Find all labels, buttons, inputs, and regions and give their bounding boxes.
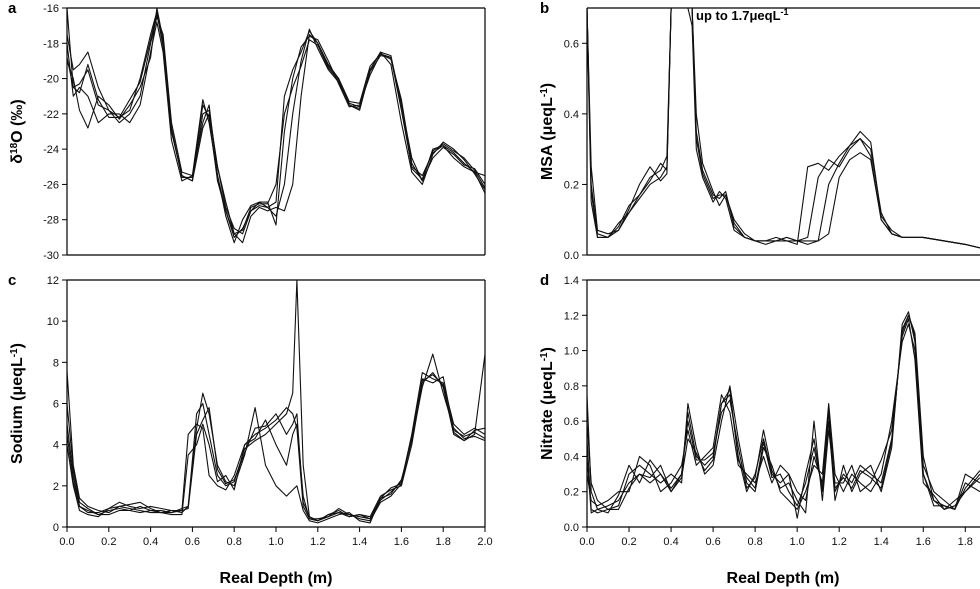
- x-tick-label: 0.4: [663, 536, 678, 548]
- x-tick-label: 1.6: [916, 536, 931, 548]
- y-tick-label: 8: [53, 357, 59, 369]
- y-tick-label: 10: [47, 316, 59, 328]
- y-axis-label: Sodium (μeqL-1): [9, 343, 27, 464]
- isotope-superscript: 18: [9, 142, 20, 154]
- y-tick-label: 0.2: [564, 487, 579, 499]
- y-tick-label: 0.4: [564, 109, 579, 121]
- panel-c: 0 2 4 6 8 10 12 0.0 0.2 0.4 0.6 0.8 1.0 1.2 1.4 1.6 1.8 2…: [8, 272, 493, 587]
- series-line-3: [67, 21, 485, 244]
- panel-d: 0.0 0.2 0.4 0.6 0.8 1.0 1.2 1.4 0.0 0.2 0.4 0.6 0.8 1…: [539, 272, 980, 587]
- series-line-4: [67, 8, 485, 244]
- x-tick-label: 0.4: [143, 536, 158, 548]
- y-tick-label: 2: [53, 481, 59, 493]
- y-tick-label: 1.4: [564, 275, 579, 287]
- series-line-1: [67, 354, 485, 522]
- x-tick-label: 0.6: [185, 536, 200, 548]
- msa-peak-annotation: up to 1.7μeqL-1: [696, 7, 789, 23]
- unit-exponent: -1: [781, 7, 789, 17]
- y-tick-label: 0.2: [564, 179, 579, 191]
- series-line-2: [587, 323, 980, 514]
- y-tick-label: 1.2: [564, 310, 579, 322]
- x-tick-label: 0.8: [747, 536, 762, 548]
- y-tick-label: -20: [43, 74, 59, 86]
- series-line-5: [67, 374, 485, 522]
- series-group: [587, 311, 980, 519]
- series-line-1: [67, 8, 485, 235]
- y-tick-label: -24: [43, 144, 59, 156]
- x-tick-label: 2.0: [477, 536, 492, 548]
- x-tick-label: 0.8: [227, 536, 242, 548]
- y-tick-label: 0: [53, 522, 59, 534]
- series-line-2: [587, 8, 980, 249]
- x-tick-label: 0.0: [579, 536, 594, 548]
- y-tick-label: 0.6: [564, 38, 579, 50]
- series-group: [67, 8, 485, 244]
- panel-letter: d: [540, 272, 549, 289]
- y-axis-label: MSA (μeqL-1): [539, 83, 557, 180]
- x-tick-label: 1.0: [790, 536, 805, 548]
- panel-letter: b: [540, 0, 549, 17]
- unit-exponent: -1: [9, 348, 20, 357]
- y-tick-label: 0.0: [564, 522, 579, 534]
- y-tick-label: -30: [43, 250, 59, 262]
- panel-letter: a: [8, 0, 17, 17]
- x-tick-label: 0.6: [705, 536, 720, 548]
- unit-exponent: -1: [539, 88, 550, 97]
- panel-a: -16 -18 -20 -22 -24 -26 -28 -30 a δ18O (‰): [8, 0, 486, 262]
- series-line-5: [67, 12, 485, 235]
- series-line-3: [587, 8, 980, 249]
- x-axis-label: Real Depth (m): [220, 570, 333, 587]
- series-line-2: [67, 16, 485, 238]
- y-tick-label: 4: [53, 440, 59, 452]
- series-line-4: [587, 318, 980, 514]
- y-tick-label: -22: [43, 109, 59, 121]
- panel-letter: c: [8, 272, 16, 289]
- series-group: [587, 8, 980, 249]
- series-group: [67, 280, 485, 524]
- y-tick-label: -18: [43, 38, 59, 50]
- y-axis-label: δ18O (‰): [9, 99, 27, 163]
- series-line-5: [587, 314, 980, 510]
- series-line-1: [587, 8, 980, 249]
- series-line-4: [67, 376, 485, 522]
- y-tick-label: 0.0: [564, 250, 579, 262]
- x-axis-label: Real Depth (m): [727, 570, 840, 587]
- x-tick-label: 1.6: [394, 536, 409, 548]
- x-tick-label: 1.4: [352, 536, 367, 548]
- x-tick-label: 0.2: [101, 536, 116, 548]
- x-tick-label: 1.8: [958, 536, 973, 548]
- unit-exponent: -1: [539, 352, 550, 361]
- y-tick-label: 1.0: [564, 346, 579, 358]
- panel-b: 0.0 0.2 0.4 0.6 b MSA (μeqL-1) up to 1.7μeqL-1: [539, 0, 980, 262]
- y-tick-label: -16: [43, 3, 59, 15]
- y-tick-label: 12: [47, 275, 59, 287]
- x-tick-label: 1.2: [832, 536, 847, 548]
- y-tick-label: 0.4: [564, 451, 579, 463]
- y-tick-label: 6: [53, 399, 59, 411]
- y-tick-label: -26: [43, 179, 59, 191]
- y-tick-label: 0.8: [564, 381, 579, 393]
- y-axis-label: Nitrate (μeqL-1): [539, 347, 557, 460]
- x-tick-label: 0.0: [59, 536, 74, 548]
- x-tick-label: 1.0: [268, 536, 283, 548]
- y-tick-label: 0.6: [564, 416, 579, 428]
- series-line-4: [587, 8, 980, 249]
- series-line-3: [587, 311, 980, 519]
- x-tick-label: 1.2: [310, 536, 325, 548]
- x-tick-label: 0.2: [621, 536, 636, 548]
- y-tick-label: -28: [43, 215, 59, 227]
- x-tick-label: 1.8: [436, 536, 451, 548]
- x-tick-label: 1.4: [874, 536, 889, 548]
